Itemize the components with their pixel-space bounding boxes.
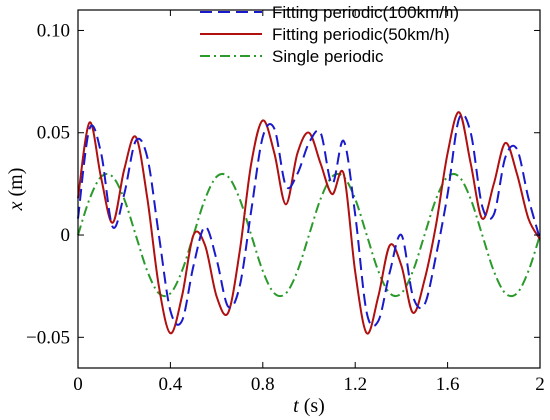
- y-tick-label: 0: [61, 225, 71, 246]
- series-line-2: [77, 111, 541, 335]
- ticks-layer: 0 0.4 0.8 1.2 1.6 2 −0.05 0 0.05 0.10: [26, 10, 545, 395]
- x-tick-label: 2: [535, 374, 545, 395]
- x-tick-label: 1.2: [343, 374, 367, 395]
- y-axis-label: x (m): [5, 168, 27, 212]
- x-tick-label: 0.4: [159, 374, 183, 395]
- y-tick-label: 0.10: [37, 20, 70, 41]
- plot-frame: [77, 9, 541, 369]
- x-tick-label: 0: [73, 374, 83, 395]
- x-tick-label: 0.8: [251, 374, 275, 395]
- x-axis-var: t: [293, 395, 299, 417]
- series-line-1: [77, 113, 541, 328]
- x-axis-unit: (s): [299, 395, 325, 417]
- x-tick-label: 1.6: [436, 374, 460, 395]
- legend-label-1: Fitting periodic(100km/h): [272, 3, 459, 22]
- legend-label-2: Fitting periodic(50km/h): [272, 25, 450, 44]
- x-axis-label: t (s): [293, 395, 325, 417]
- y-tick-label: −0.05: [26, 327, 70, 348]
- y-axis-var: x: [5, 201, 27, 211]
- legend-label-3: Single periodic: [272, 47, 384, 66]
- y-tick-label: 0.05: [37, 123, 70, 144]
- series-layer: [77, 111, 541, 335]
- legend: Fitting periodic(100km/h) Fitting periodi…: [200, 3, 459, 66]
- y-axis-unit: (m): [5, 168, 27, 202]
